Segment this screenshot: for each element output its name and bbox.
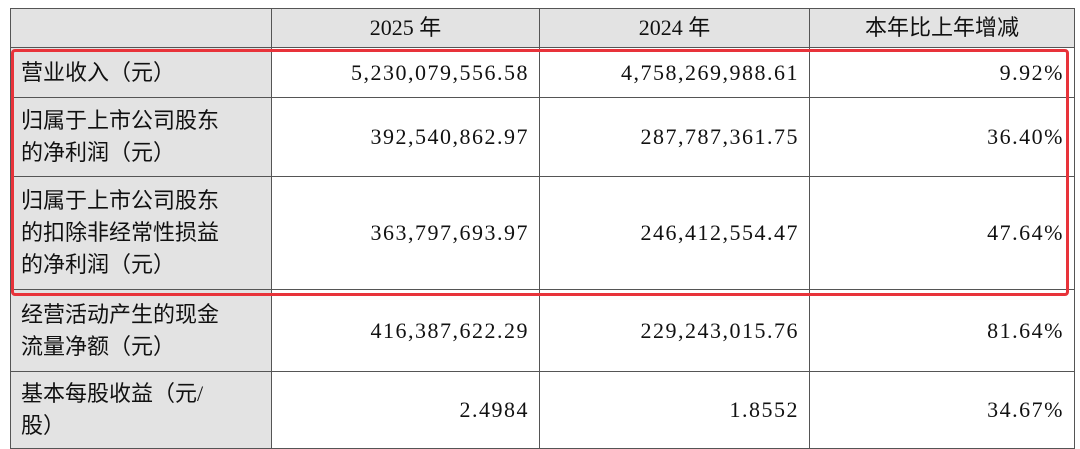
value-cell: 36.40% [810,98,1075,177]
value-text: 81.64% [987,317,1064,343]
value-text: 287,787,361.75 [640,124,799,149]
label-line: 的扣除非经常性损益 [21,220,220,245]
header-cell: 2024 年 [540,8,810,48]
value-cell: 81.64% [810,290,1075,372]
value-cell: 4,758,269,988.61 [540,48,810,98]
value-text: 229,243,015.76 [640,317,799,343]
value-cell: 47.64% [810,177,1075,290]
value-text: 47.64% [987,220,1064,245]
label-line: 归属于上市公司股东 [21,108,220,133]
header-text: 2025 年 [369,15,442,40]
value-cell: 2.4984 [272,372,540,449]
label-line: 的净利润（元） [21,140,176,165]
header-cell: 2025 年 [272,8,540,48]
value-cell: 363,797,693.97 [272,177,540,290]
value-cell: 9.92% [810,48,1075,98]
value-cell: 34.67% [810,372,1075,449]
value-cell: 287,787,361.75 [540,98,810,177]
value-cell: 246,412,554.47 [540,177,810,290]
value-text: 36.40% [987,124,1064,149]
value-text: 34.67% [987,397,1064,422]
value-text: 9.92% [999,59,1064,85]
row-label: 归属于上市公司股东 的净利润（元） [10,98,272,177]
value-cell: 392,540,862.97 [272,98,540,177]
row-label: 营业收入（元） [10,48,272,98]
label-line: 经营活动产生的现金 [21,301,220,327]
value-text: 4,758,269,988.61 [621,59,799,85]
label-line: 流量净额（元） [21,333,176,359]
header-cell: 本年比上年增减 [810,8,1075,48]
value-cell: 229,243,015.76 [540,290,810,372]
header-corner [10,8,272,48]
value-cell: 1.8552 [540,372,810,449]
label-line: 股） [21,413,66,438]
value-text: 246,412,554.47 [640,220,799,245]
row-label: 经营活动产生的现金 流量净额（元） [10,290,272,372]
header-text: 2024 年 [638,15,711,40]
row-label: 归属于上市公司股东 的扣除非经常性损益 的净利润（元） [10,177,272,290]
row-label: 基本每股收益（元/股） [10,372,272,449]
value-text: 416,387,622.29 [370,317,529,343]
label-line: 归属于上市公司股东 [21,188,220,213]
value-text: 1.8552 [729,397,799,422]
value-text: 363,797,693.97 [370,220,529,245]
value-text: 392,540,862.97 [370,124,529,149]
label-line: 基本每股收益（元/ [21,381,204,406]
value-text: 2.4984 [459,397,529,422]
header-text: 本年比上年增减 [864,15,1019,40]
value-cell: 5,230,079,556.58 [272,48,540,98]
value-text: 5,230,079,556.58 [351,59,529,85]
label-line: 营业收入（元） [21,59,176,85]
value-cell: 416,387,622.29 [272,290,540,372]
label-line: 的净利润（元） [21,252,176,277]
